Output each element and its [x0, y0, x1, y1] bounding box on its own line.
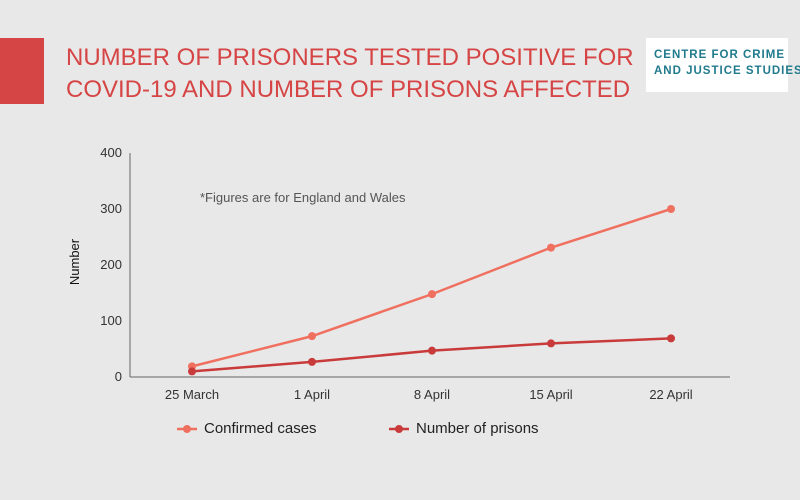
logo-line-1: CENTRE FOR CRIME [654, 49, 785, 61]
chart-annotation: *Figures are for England and Wales [200, 190, 406, 205]
x-tick-label: 25 March [165, 387, 219, 402]
chart-axes: 0 100 200 300 400 25 March 1 April 8 April 15 Ap… [67, 145, 730, 402]
y-tick-label: 100 [100, 313, 122, 328]
y-tick-label: 200 [100, 257, 122, 272]
y-tick-label: 0 [115, 369, 122, 384]
chart-legend: Confirmed cases Number of prisons [0, 420, 800, 444]
data-point [308, 357, 316, 366]
chart-series [188, 205, 675, 376]
data-point [428, 290, 436, 299]
x-tick-label: 1 April [294, 387, 330, 402]
legend-line-marker [177, 424, 197, 433]
data-point [308, 332, 316, 341]
series-line-0 [191, 207, 672, 368]
chart-title: NUMBER OF PRISONERS TESTED POSITIVE FOR … [66, 44, 634, 103]
legend-item-number-of-prisons: Number of prisons [388, 420, 539, 437]
y-tick-label: 400 [100, 145, 122, 160]
organization-logo: CENTRE FOR CRIME AND JUSTICE STUDIES [646, 38, 800, 92]
series-line-1 [191, 337, 672, 373]
legend-label: Number of prisons [416, 420, 539, 437]
accent-bar [0, 38, 44, 104]
legend-line-marker [389, 424, 409, 433]
x-tick-label: 8 April [414, 387, 450, 402]
y-axis-label: Number [67, 238, 82, 285]
y-tick-label: 300 [100, 201, 122, 216]
legend-label: Confirmed cases [204, 420, 317, 437]
data-point [547, 243, 555, 252]
logo-line-2: AND JUSTICE STUDIES [654, 65, 800, 77]
data-point [547, 339, 555, 348]
data-point [188, 367, 196, 376]
x-tick-label: 15 April [529, 387, 572, 402]
data-point [667, 334, 675, 343]
data-point [667, 205, 675, 213]
legend-item-confirmed-cases: Confirmed cases [176, 420, 317, 437]
data-point [428, 346, 436, 355]
x-tick-label: 22 April [649, 387, 692, 402]
